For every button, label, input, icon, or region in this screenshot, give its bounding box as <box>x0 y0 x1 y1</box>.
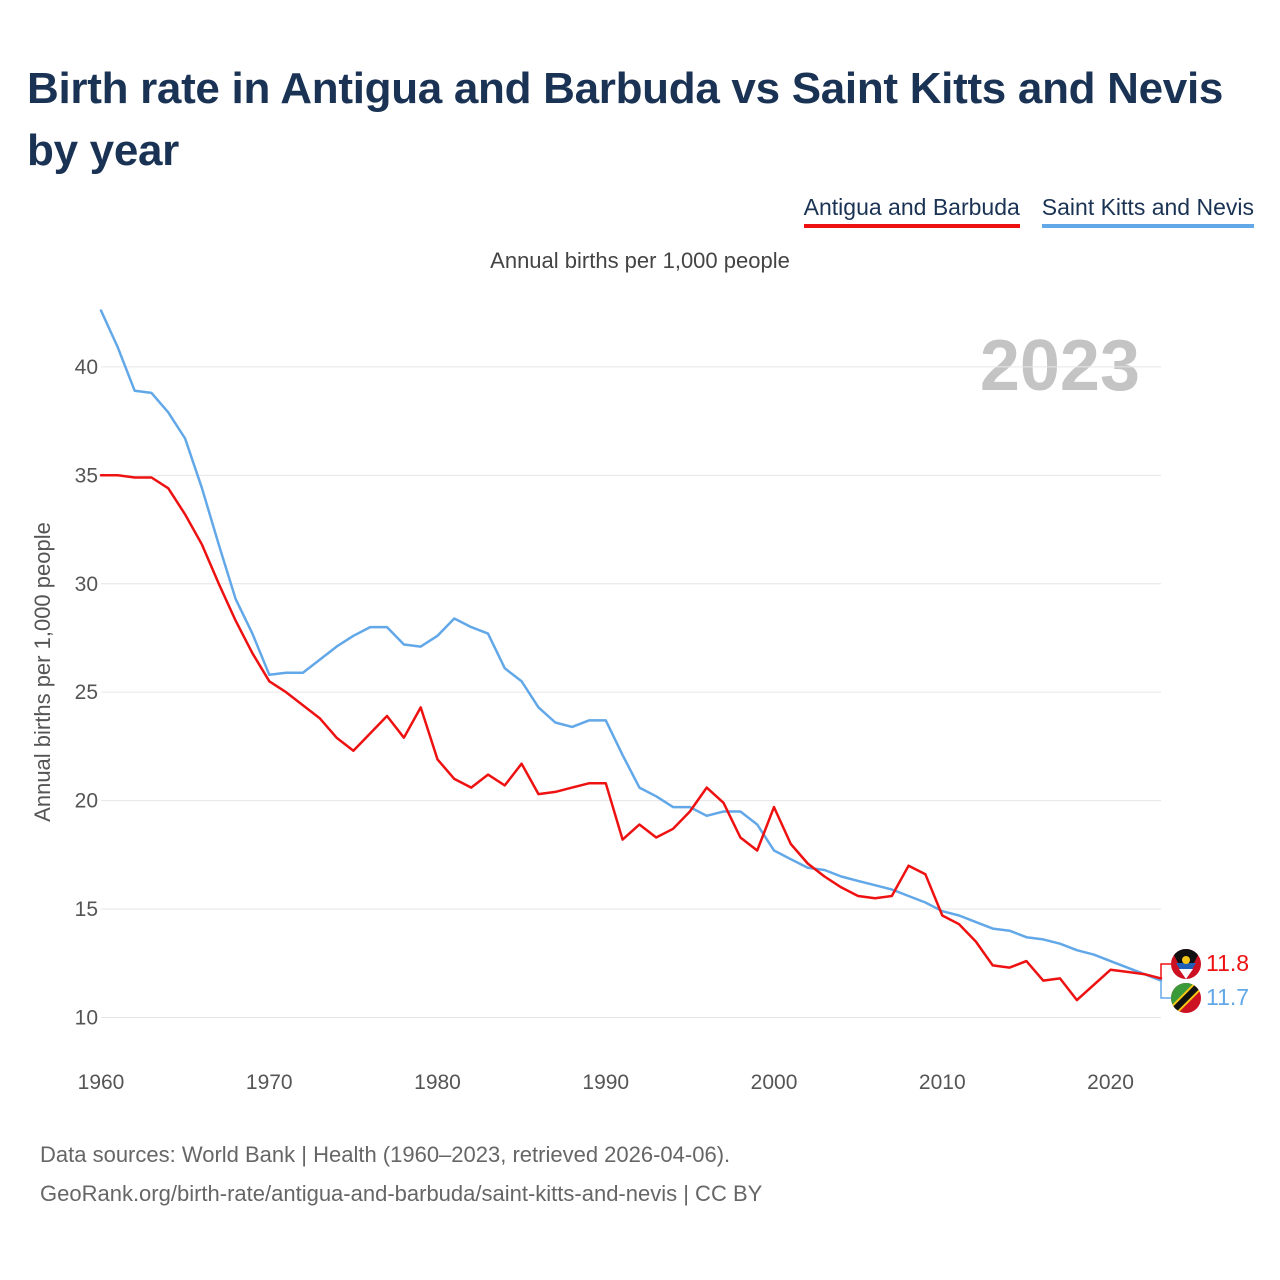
y-tick-label: 15 <box>75 898 98 921</box>
gridlines <box>101 366 1161 1018</box>
y-axis-ticks: 10 15 20 25 30 35 40 <box>75 356 98 1030</box>
y-tick-label: 30 <box>75 573 98 596</box>
chart-canvas: 2023 10 15 20 25 30 35 40 1960 1970 1980 1990 2000… <box>30 309 1249 1094</box>
source-line-data: Data sources: World Bank | Health (1960–… <box>40 1142 731 1167</box>
flag-antigua-and-barbuda-icon <box>1171 949 1201 979</box>
series-lines <box>99 309 1163 1002</box>
y-axis-label: Annual births per 1,000 people <box>30 522 55 822</box>
y-tick-label: 40 <box>75 356 98 379</box>
end-value-antigua-and-barbuda: 11.8 <box>1206 950 1249 976</box>
end-markers: 11.8 11.7 <box>1160 949 1249 1013</box>
end-connector-antigua-and-barbuda <box>1160 963 1171 979</box>
source-line-url[interactable]: GeoRank.org/birth-rate/antigua-and-barbu… <box>40 1181 763 1206</box>
x-axis-ticks: 1960 1970 1980 1990 2000 2010 2020 <box>78 1071 1134 1094</box>
series-line-antigua-and-barbuda[interactable] <box>99 474 1163 1002</box>
chart-title: Birth rate in Antigua and Barbuda vs Sai… <box>27 64 1224 175</box>
flag-saint-kitts-and-nevis-icon <box>1171 983 1201 1013</box>
year-watermark: 2023 <box>980 326 1140 406</box>
x-tick-label: 1970 <box>246 1071 293 1094</box>
y-tick-label: 25 <box>75 681 98 704</box>
end-connector-saint-kitts-and-nevis <box>1160 980 1171 999</box>
series-line-saint-kitts-and-nevis[interactable] <box>99 309 1163 982</box>
legend-item-antigua-and-barbuda[interactable]: Antigua and Barbuda <box>803 194 1020 228</box>
x-tick-label: 2020 <box>1087 1071 1134 1094</box>
x-tick-label: 1980 <box>414 1071 461 1094</box>
chart-subtitle: Annual births per 1,000 people <box>490 248 790 273</box>
x-tick-label: 2000 <box>751 1071 798 1094</box>
x-tick-label: 2010 <box>919 1071 966 1094</box>
legend: Antigua and Barbuda Saint Kitts and Nevi… <box>803 194 1254 228</box>
legend-item-saint-kitts-and-nevis[interactable]: Saint Kitts and Nevis <box>1041 194 1254 228</box>
y-tick-label: 35 <box>75 464 98 487</box>
end-value-saint-kitts-and-nevis: 11.7 <box>1206 984 1249 1010</box>
source-note: Data sources: World Bank | Health (1960–… <box>40 1135 762 1213</box>
y-tick-label: 10 <box>75 1006 98 1029</box>
x-tick-label: 1960 <box>78 1071 125 1094</box>
y-tick-label: 20 <box>75 790 98 813</box>
x-tick-label: 1990 <box>582 1071 629 1094</box>
